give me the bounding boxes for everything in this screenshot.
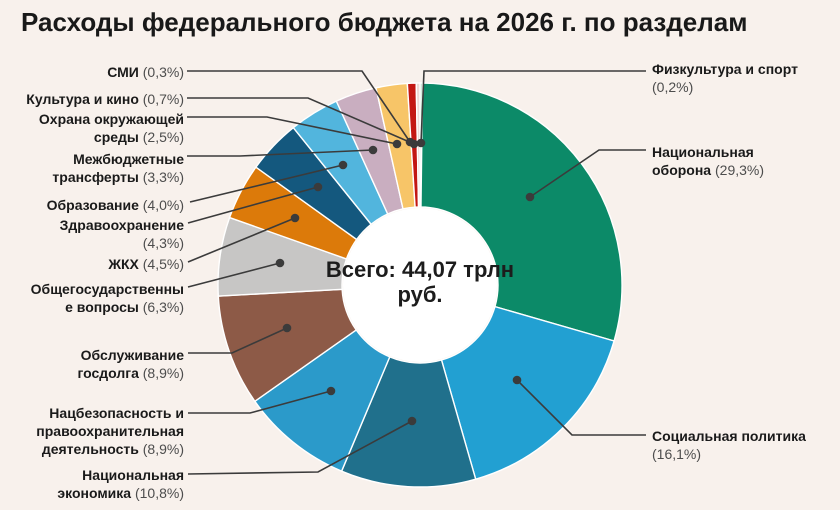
leader-dot-obsluzhivanie-gosdolga [282,323,292,333]
leader-line-kultura-i-kino [187,97,415,145]
leader-line-mezhbyudzhetnye-transferty [187,149,374,157]
leader-dot-obshchegosudarstvennye-voprosy [275,258,285,268]
leader-line-nacionalnaya-ekonomika [187,420,413,475]
leader-line-socialnaya-politika [516,379,646,436]
leader-dot-nacbezopasnost [326,386,336,396]
center-total-label: Всего: 44,07 трлн руб. [320,257,520,307]
leader-line-obshchegosudarstvennye-voprosy [187,262,281,288]
leader-line-nacbezopasnost [188,390,332,414]
leader-dot-zdravoohranenie [313,182,323,192]
leader-line-nacionalnaya-oborona [529,149,646,198]
leader-line-obrazovanie [189,164,344,203]
slice-nacionalnaya-oborona [420,82,623,342]
leader-line-zhkh [187,217,296,263]
donut-hole [343,208,497,362]
leader-dot-obrazovanie [338,160,348,170]
leader-dot-fizkultura-i-sport [416,138,426,148]
leader-dot-smi [405,137,415,147]
leader-dot-nacionalnaya-ekonomika [407,416,417,426]
leader-line-zdravoohranenie [187,186,319,224]
leader-dot-socialnaya-politika [512,375,522,385]
slice-socialnaya-politika [440,305,615,481]
leader-line-fizkultura-i-sport [420,70,646,144]
center-total-line1: Всего: 44,07 трлн [325,257,515,282]
leader-line-smi [187,70,411,143]
leader-dot-mezhbyudzhetnye-transferty [368,145,378,155]
leader-dot-ohrana-okruzhayushchej-sredy [392,139,402,149]
leader-dot-zhkh [290,213,300,223]
center-total-line2: руб. [397,282,443,307]
leader-line-ohrana-okruzhayushchej-sredy [187,116,398,145]
leader-line-obsluzhivanie-gosdolga [188,327,288,354]
leader-dot-nacionalnaya-oborona [525,192,535,202]
chart-title: Расходы федерального бюджета на 2026 г. … [21,7,748,37]
